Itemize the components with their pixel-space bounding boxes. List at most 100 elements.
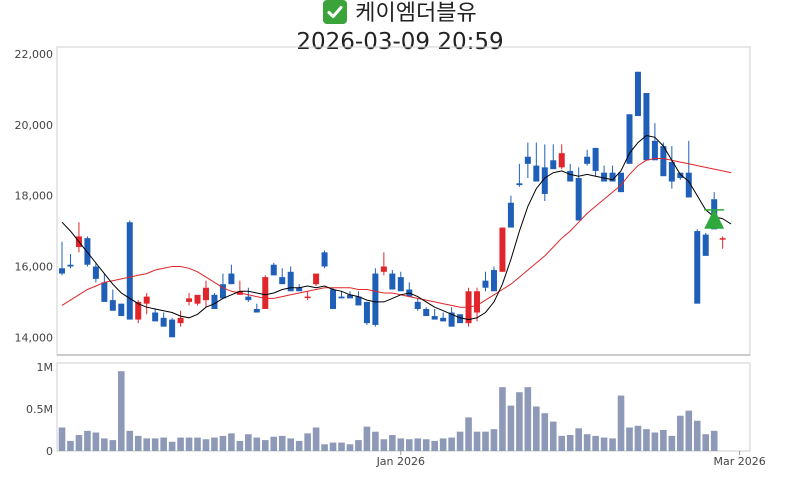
volume-bar <box>177 437 184 451</box>
ma-short-line <box>61 134 732 321</box>
title-line-name: 케이엠더블유 <box>0 0 800 28</box>
volume-bar <box>202 439 210 451</box>
price-tick-label: 22,000 <box>15 48 54 61</box>
volume-bar <box>287 438 294 451</box>
volume-bar <box>422 439 430 451</box>
candle <box>482 271 489 292</box>
volume-bar <box>245 434 252 451</box>
candle-body <box>584 156 591 164</box>
volume-bars <box>58 371 718 451</box>
candle-body <box>558 153 565 168</box>
volume-bar <box>346 444 354 451</box>
volume-bar <box>185 437 193 451</box>
candle-body <box>228 273 235 285</box>
candle <box>389 270 396 290</box>
volume-bar <box>507 405 515 451</box>
candle <box>490 266 497 292</box>
candle <box>92 262 99 283</box>
volume-bar <box>270 436 278 451</box>
volume-bar <box>685 410 693 451</box>
candle <box>533 142 540 182</box>
candle <box>109 289 116 311</box>
volume-bar <box>58 427 66 451</box>
candle-body <box>660 146 667 177</box>
candle-body <box>245 296 252 301</box>
candle-body <box>524 156 531 164</box>
candle <box>507 195 514 228</box>
candle-body <box>287 271 294 292</box>
candle-body <box>643 93 650 161</box>
candle-body <box>219 284 226 299</box>
candle-body <box>296 287 303 292</box>
volume-bar <box>499 387 506 451</box>
candle <box>626 114 633 164</box>
volume-bar <box>168 441 176 451</box>
candle-body <box>321 252 328 267</box>
volume-bar <box>160 437 167 451</box>
candle <box>270 262 277 276</box>
candle-body <box>575 177 582 221</box>
candle-body <box>431 316 438 320</box>
candle <box>202 280 209 308</box>
candle-body <box>84 238 91 265</box>
candle <box>380 252 387 276</box>
candle <box>668 146 675 189</box>
candle <box>474 287 481 322</box>
signal-triangle-marker <box>704 208 725 229</box>
candle <box>634 71 641 117</box>
candle-body <box>550 160 557 170</box>
candle-body <box>118 303 125 317</box>
candle-body <box>685 172 692 198</box>
candle <box>169 317 176 338</box>
volume-bar <box>278 435 286 451</box>
candle <box>321 250 328 269</box>
candle <box>609 165 616 182</box>
volume-bar <box>228 433 235 451</box>
volume-bar <box>533 406 540 451</box>
volume-bar <box>558 435 566 451</box>
volume-bar <box>660 430 667 451</box>
stock-name: 케이엠더블유 <box>355 1 477 26</box>
candle <box>406 282 413 297</box>
candle-body <box>609 172 616 182</box>
candle-body <box>389 273 396 290</box>
volume-bar <box>329 442 337 451</box>
candle <box>67 254 74 269</box>
x-tick-label: Jan 2026 <box>376 455 425 468</box>
volume-bar <box>194 437 201 451</box>
candle-body <box>194 294 201 304</box>
candle-body <box>440 317 447 322</box>
candle-body <box>253 308 260 313</box>
volume-bar <box>643 429 650 451</box>
candle <box>372 268 379 327</box>
candle <box>84 236 91 267</box>
volume-bar <box>702 434 710 451</box>
candle-body <box>618 172 625 193</box>
candle-body <box>372 273 379 325</box>
volume-bar <box>338 442 345 451</box>
candle <box>304 291 311 301</box>
white-check-mark-icon <box>323 0 348 24</box>
candle <box>338 291 345 299</box>
volume-bar <box>67 440 74 451</box>
price-tick-label: 14,000 <box>15 331 54 344</box>
candle-body <box>186 298 193 302</box>
candle <box>363 301 370 325</box>
candle-body <box>668 162 675 182</box>
candle <box>296 284 303 292</box>
candle <box>592 147 599 177</box>
candle <box>279 268 286 285</box>
volume-bar <box>134 435 142 451</box>
volume-bar <box>151 438 159 451</box>
candle <box>160 312 167 327</box>
price-tick-label: 16,000 <box>15 260 54 273</box>
candle-body <box>338 296 345 299</box>
volume-panel: 0 0.5M 1M <box>26 361 751 458</box>
volume-bar <box>677 415 684 451</box>
candle-body <box>541 167 548 194</box>
volume-bar <box>304 433 311 451</box>
candle <box>397 271 404 292</box>
volume-bar <box>710 430 718 451</box>
candle <box>177 310 184 327</box>
volume-bar <box>414 438 422 451</box>
